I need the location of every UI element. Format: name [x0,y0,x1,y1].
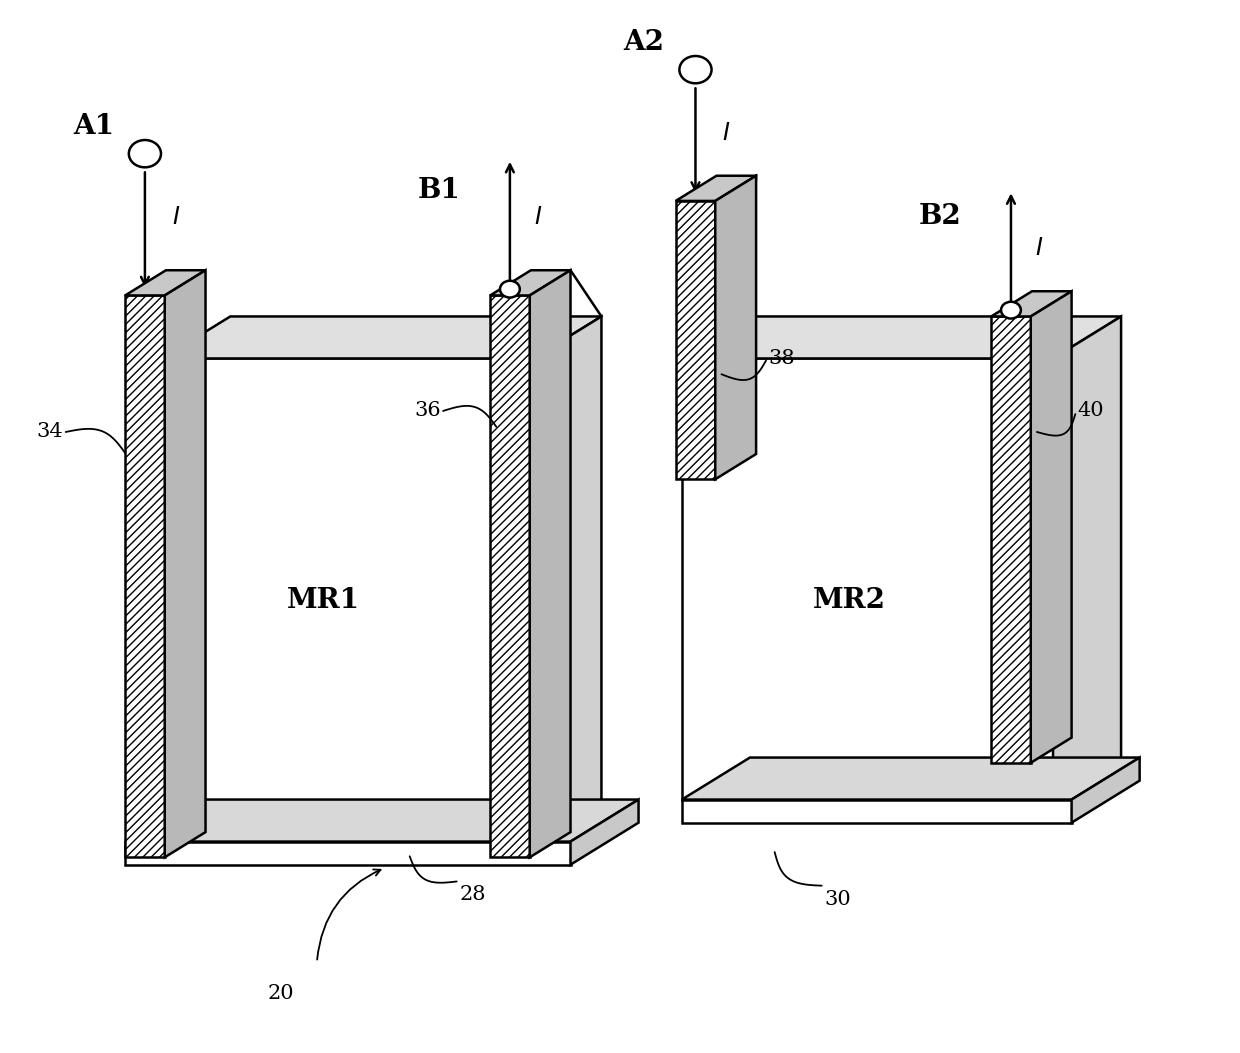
Circle shape [500,281,520,298]
Text: 40: 40 [1078,401,1105,420]
Circle shape [680,56,712,83]
Text: 38: 38 [769,349,795,367]
Polygon shape [682,358,1053,799]
Text: I: I [1035,236,1043,260]
Text: B1: B1 [418,177,460,204]
Polygon shape [125,841,570,865]
Polygon shape [490,296,529,857]
Circle shape [1001,302,1021,319]
Polygon shape [715,176,756,479]
Polygon shape [991,292,1071,317]
Text: I: I [172,204,179,229]
Polygon shape [162,358,533,841]
Polygon shape [1030,292,1071,762]
Polygon shape [125,799,639,841]
Text: 28: 28 [459,885,486,903]
Polygon shape [676,201,715,479]
Text: 34: 34 [37,422,63,441]
Polygon shape [1071,757,1140,822]
Polygon shape [125,271,206,296]
Polygon shape [165,271,206,857]
Text: 20: 20 [268,985,294,1004]
Polygon shape [682,757,1140,799]
Polygon shape [676,176,756,201]
Text: A2: A2 [624,29,665,56]
Polygon shape [125,296,165,857]
Text: MR1: MR1 [286,587,360,614]
Polygon shape [991,317,1030,762]
Polygon shape [529,271,570,857]
Text: 30: 30 [825,890,851,909]
Text: 36: 36 [414,401,440,420]
Polygon shape [490,271,570,296]
Polygon shape [570,799,639,865]
Polygon shape [682,317,1121,358]
Text: B2: B2 [919,203,961,231]
Text: I: I [534,204,542,229]
Text: A1: A1 [73,113,114,140]
Circle shape [129,140,161,167]
Polygon shape [1053,317,1121,799]
Polygon shape [682,799,1071,822]
Polygon shape [162,317,601,358]
Polygon shape [533,317,601,841]
Text: I: I [723,121,729,144]
Text: MR2: MR2 [812,587,885,614]
